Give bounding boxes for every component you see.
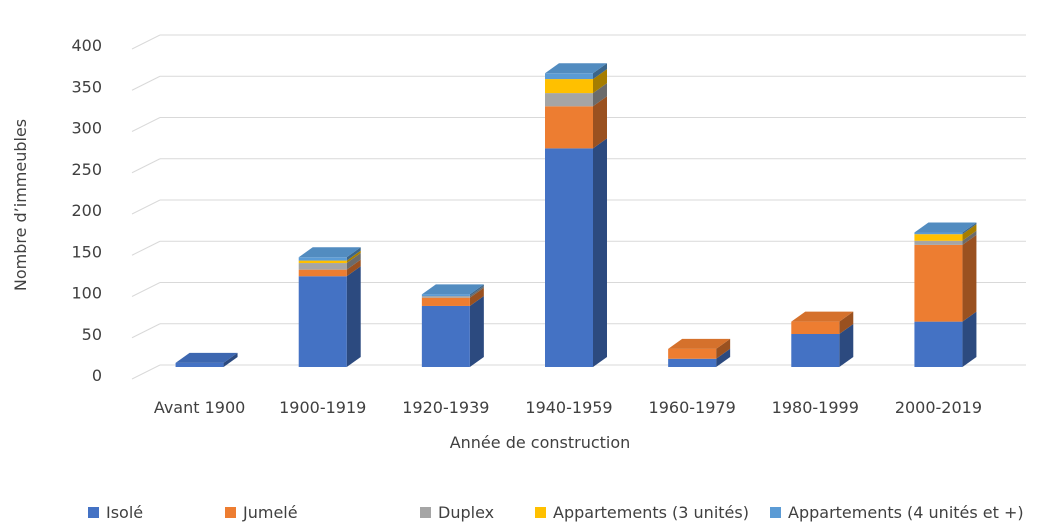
grid-line-side	[131, 158, 161, 174]
y-tick-label: 350	[71, 77, 102, 96]
bar-segment	[545, 148, 593, 367]
bar-side	[469, 287, 484, 306]
bar-side	[593, 69, 607, 94]
bar-segment	[421, 305, 470, 367]
bar-segment	[545, 73, 593, 80]
bar-side	[346, 266, 361, 367]
bar-top	[175, 352, 238, 363]
bar-side	[962, 222, 977, 235]
bar-side	[716, 338, 731, 359]
x-tick-label: 1920-1939	[402, 398, 489, 417]
bar-side	[469, 284, 484, 297]
legend-label: Duplex	[438, 503, 494, 522]
bar-segment	[914, 234, 963, 241]
legend-label: Appartements (4 unités et +)	[788, 503, 1024, 522]
bar-segment	[545, 79, 593, 94]
bar-side	[962, 230, 977, 245]
bar-side	[346, 250, 361, 264]
bar-side	[593, 83, 607, 107]
bar-side	[839, 311, 854, 334]
grid-line-side	[131, 34, 161, 50]
y-tick-label: 250	[71, 160, 102, 179]
bar-segment	[421, 294, 470, 297]
x-tick-label: 1980-1999	[772, 398, 859, 417]
y-axis-title: Nombre d’immeubles	[11, 119, 30, 291]
grid-line-side	[131, 75, 161, 91]
bar-top	[914, 222, 977, 233]
bar-side	[346, 259, 361, 277]
bar-segment	[545, 93, 593, 107]
x-tick-label: 1960-1979	[649, 398, 736, 417]
bar-segment	[545, 106, 593, 149]
bar-segment	[668, 358, 717, 367]
bar-side	[593, 63, 607, 80]
bar-top	[545, 63, 607, 74]
y-tick-label: 200	[71, 201, 102, 220]
legend-swatch	[770, 507, 781, 518]
bar-side	[962, 311, 977, 367]
bar-top	[298, 247, 361, 258]
grid-line-side	[131, 117, 161, 132]
bar-segment	[421, 297, 470, 306]
x-tick-label: 1940-1959	[525, 398, 612, 417]
bar-top	[421, 284, 484, 295]
bar-side	[469, 295, 484, 367]
x-axis-title: Année de construction	[450, 433, 631, 452]
bar-segment	[298, 269, 347, 277]
bar-side	[962, 234, 977, 322]
legend-swatch	[225, 507, 236, 518]
legend-label: Jumelé	[242, 503, 298, 522]
bar-side	[962, 224, 977, 241]
bar-side	[593, 138, 607, 367]
bar-segment	[914, 244, 963, 322]
bar-segment	[668, 348, 717, 359]
y-tick-label: 100	[71, 284, 102, 303]
bar-side	[469, 286, 484, 298]
grid-line-side	[131, 364, 161, 380]
bar-segment	[298, 257, 347, 261]
bar-segment	[791, 321, 840, 334]
bar-side	[346, 247, 361, 261]
y-tick-label: 50	[82, 325, 102, 344]
y-tick-label: 0	[92, 366, 102, 385]
grid-line-side	[131, 199, 161, 215]
bar-segment	[914, 240, 963, 245]
bar-side	[839, 324, 854, 367]
legend-swatch	[88, 507, 99, 518]
bar-side	[593, 96, 607, 149]
grid-line-side	[131, 282, 161, 297]
legend-swatch	[420, 507, 431, 518]
bar-segment	[175, 362, 224, 367]
bar-side	[346, 253, 361, 270]
legend-swatch	[535, 507, 546, 518]
y-tick-label: 400	[71, 36, 102, 55]
x-tick-label: 2000-2019	[895, 398, 982, 417]
bar-segment	[914, 232, 963, 235]
bar-top	[791, 311, 854, 322]
bar-segment	[421, 296, 470, 298]
bar-side	[716, 348, 731, 367]
bar-side	[223, 352, 238, 367]
bar-segment	[298, 276, 347, 367]
grid-line-side	[131, 323, 161, 339]
bar-top	[668, 338, 731, 349]
grid-line-side	[131, 240, 161, 256]
legend-label: Appartements (3 unités)	[553, 503, 749, 522]
legend-label: Isolé	[106, 503, 143, 522]
bar-segment	[914, 321, 963, 367]
x-tick-label: 1900-1919	[279, 398, 366, 417]
x-tick-label: Avant 1900	[154, 398, 246, 417]
bar-segment	[298, 263, 347, 270]
bar-segment	[298, 260, 347, 264]
bar-segment	[791, 334, 840, 367]
y-tick-label: 300	[71, 119, 102, 138]
y-tick-label: 150	[71, 242, 102, 261]
